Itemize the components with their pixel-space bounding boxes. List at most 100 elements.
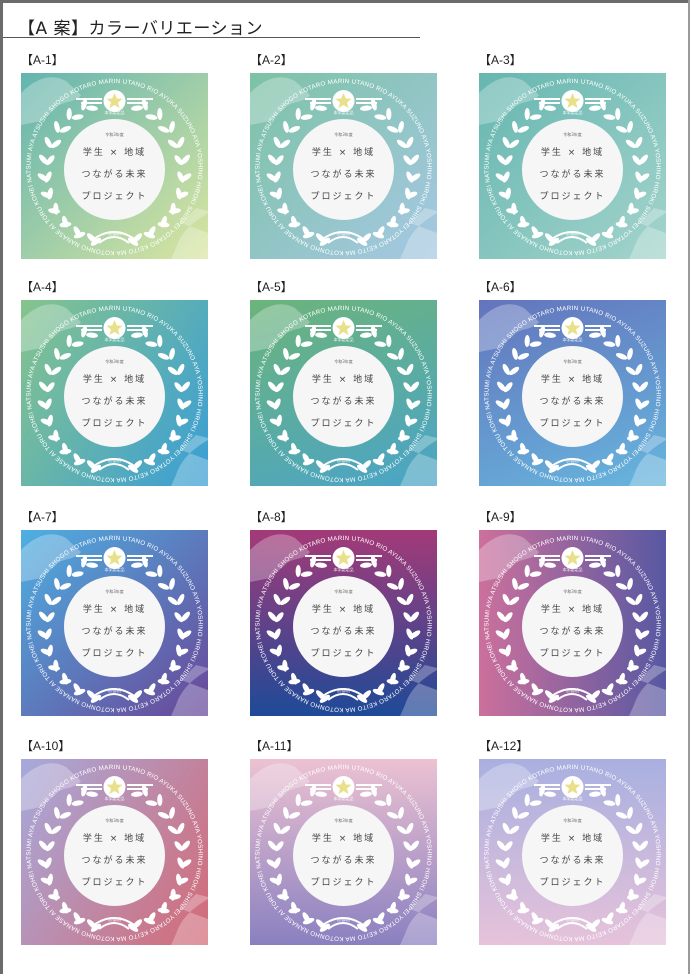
laurel-leaf <box>517 221 530 228</box>
title-line-3: プロジェクト <box>310 649 377 659</box>
laurel-ribbon <box>548 917 596 930</box>
badge-wing-right <box>585 559 606 561</box>
laurel-leaf <box>498 418 511 426</box>
hand-bottom-right-icon <box>400 208 437 259</box>
laurel-leaf <box>585 694 597 703</box>
laurel-leaf <box>269 877 282 885</box>
badge-wing-left <box>534 325 560 327</box>
laurel-leaf <box>157 794 163 806</box>
laurel-leaf <box>168 665 181 671</box>
laurel-leaf <box>396 366 407 376</box>
hand-top-left-icon <box>250 763 310 811</box>
laurel-leaf <box>59 221 72 228</box>
laurel-leaf <box>141 555 148 568</box>
badge-wing-right <box>127 559 148 561</box>
laurel-leaf <box>372 688 385 696</box>
title-line-1: 学生 × 地域 <box>311 605 376 615</box>
laurel-leaf <box>266 173 277 182</box>
prefecture-text: 京都府 <box>565 459 580 464</box>
laurel-leaf <box>275 612 284 623</box>
laurel-leaf <box>169 121 175 133</box>
laurel-leaf <box>315 562 327 568</box>
laurel-leaf <box>44 593 52 605</box>
laurel-leaf <box>176 648 189 656</box>
badge-text: 本学認定品 <box>104 567 125 572</box>
laurel-leaf <box>374 800 387 806</box>
title-line-3: プロジェクト <box>310 419 377 429</box>
hand-top-left-icon <box>479 763 539 811</box>
laurel-leaf <box>403 612 412 623</box>
laurel-leaf <box>370 784 377 797</box>
laurel-leaf <box>398 121 404 133</box>
badge-wing-right <box>585 784 611 786</box>
laurel-leaf <box>603 114 616 120</box>
badge-text: 本学認定品 <box>104 110 125 115</box>
laurel-leaf <box>90 694 102 703</box>
laurel-leaf <box>639 611 648 622</box>
laurel-leaf <box>386 108 392 120</box>
laurel-leaf <box>51 139 62 149</box>
laurel-leaf <box>615 794 621 806</box>
laurel-leaf <box>310 325 317 338</box>
emblem-graphic: KOTONHO NANASE AI TORU KOHEI NATSUMI AYA… <box>21 759 208 945</box>
laurel-leaf <box>601 688 614 696</box>
badge-wing-left <box>305 325 331 327</box>
badge-wing-left <box>76 98 102 100</box>
laurel-ribbon <box>319 458 367 471</box>
laurel-leaf <box>169 807 175 819</box>
laurel-leaf <box>632 382 641 393</box>
laurel-leaf <box>66 794 72 806</box>
laurel-leaf <box>406 136 414 148</box>
variation-label: 【A-12】 <box>479 739 529 753</box>
laurel-leaf <box>626 665 639 671</box>
laurel-leaf <box>71 114 84 120</box>
laurel-leaf <box>632 612 641 623</box>
laurel-leaf <box>283 121 289 133</box>
emblem-tile: KOTONHO NANASE AI TORU KOHEI NATSUMI AYA… <box>250 73 437 259</box>
laurel-leaf <box>627 348 633 360</box>
laurel-leaf <box>86 562 98 568</box>
laurel-leaf <box>59 678 72 685</box>
emblem-tile: KOTONHO NANASE AI TORU KOHEI NATSUMI AYA… <box>21 759 208 945</box>
laurel-leaf <box>615 125 628 133</box>
laurel-leaf <box>625 596 636 606</box>
laurel-leaf <box>273 136 281 148</box>
laurel-leaf <box>585 923 597 932</box>
laurel-leaf <box>39 840 48 851</box>
laurel-leaf <box>86 332 98 338</box>
laurel-leaf <box>405 418 418 426</box>
laurel-leaf <box>410 859 421 868</box>
year-text: 令和3年度 <box>105 132 124 137</box>
laurel-leaf <box>498 877 511 885</box>
hand-bottom-right-icon <box>400 665 437 716</box>
laurel-leaf <box>502 363 510 375</box>
hand-bottom-right-icon <box>171 894 208 945</box>
variation-10: 【A-10】 KOTONHO NANASE AI TORU KOHEI NATS… <box>21 739 208 945</box>
laurel-leaf <box>635 136 643 148</box>
badge-wing-right <box>585 98 611 100</box>
laurel-leaf <box>315 105 327 111</box>
title-line-3: プロジェクト <box>81 878 148 888</box>
variation-3: 【A-3】 KOTONHO NANASE AI TORU KOHEI NATSU… <box>479 53 666 259</box>
laurel-leaf <box>168 894 181 900</box>
laurel-leaf <box>374 571 387 577</box>
laurel-leaf <box>585 464 597 473</box>
laurel-leaf <box>627 807 633 819</box>
laurel-leaf <box>599 98 606 111</box>
laurel-leaf <box>288 221 301 228</box>
laurel-leaf <box>167 596 178 606</box>
badge-wing-left <box>534 98 560 100</box>
laurel-leaf <box>374 114 387 120</box>
laurel-leaf <box>176 191 189 199</box>
title-line-1: 学生 × 地域 <box>82 375 147 385</box>
laurel-leaf <box>167 366 178 376</box>
badge-text: 本学認定品 <box>333 567 354 572</box>
badge-wing-right <box>356 784 382 786</box>
emblem-center-circle: 令和3年度 学生 × 地域 つながる未来 プロジェクト <box>64 119 165 220</box>
badge-wing-left <box>539 329 560 331</box>
hand-bottom-right-icon <box>629 208 666 259</box>
star-icon <box>564 779 581 794</box>
laurel-leaf <box>386 448 399 455</box>
laurel-leaf <box>131 562 143 568</box>
laurel-leaf <box>143 458 156 466</box>
